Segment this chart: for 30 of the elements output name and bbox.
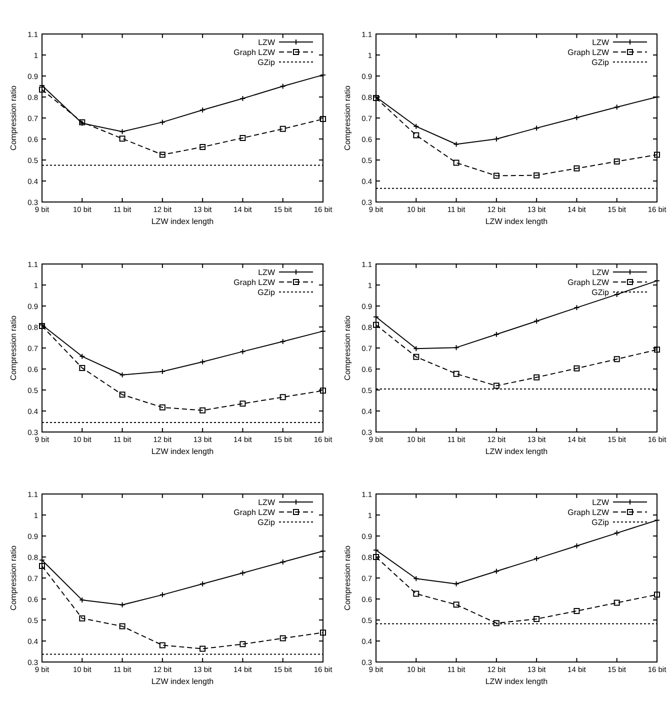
legend-label: GZip	[592, 518, 610, 527]
x-axis-title: LZW index length	[151, 447, 214, 456]
y-axis-title: Compression ratio	[9, 314, 18, 380]
legend-label: GZip	[592, 58, 610, 67]
legend-label: Graph LZW	[234, 508, 276, 517]
x-axis-title: LZW index length	[151, 677, 214, 686]
legend-label: LZW	[592, 498, 610, 507]
x-axis-title: LZW index length	[485, 447, 548, 456]
legend-label: Graph LZW	[234, 48, 276, 57]
legend-label: LZW	[258, 268, 276, 277]
y-axis-title: Compression ratio	[343, 84, 352, 150]
legend-label: GZip	[258, 288, 276, 297]
legend-label: LZW	[258, 498, 276, 507]
legend-label: Graph LZW	[568, 508, 610, 517]
y-axis-title: Compression ratio	[9, 84, 18, 150]
legend-label: GZip	[258, 518, 276, 527]
legend-label: Graph LZW	[234, 278, 276, 287]
x-axis-title: LZW index length	[485, 677, 548, 686]
y-axis-title: Compression ratio	[343, 314, 352, 380]
legend-label: Graph LZW	[568, 278, 610, 287]
y-axis-title: Compression ratio	[343, 544, 352, 610]
y-axis-title: Compression ratio	[9, 544, 18, 610]
legend-label: Graph LZW	[568, 48, 610, 57]
legend-label: GZip	[592, 288, 610, 297]
legend-label: GZip	[258, 58, 276, 67]
legend-label: LZW	[592, 268, 610, 277]
legend-label: LZW	[592, 38, 610, 47]
x-axis-title: LZW index length	[151, 217, 214, 226]
x-axis-title: LZW index length	[485, 217, 548, 226]
legend-label: LZW	[258, 38, 276, 47]
